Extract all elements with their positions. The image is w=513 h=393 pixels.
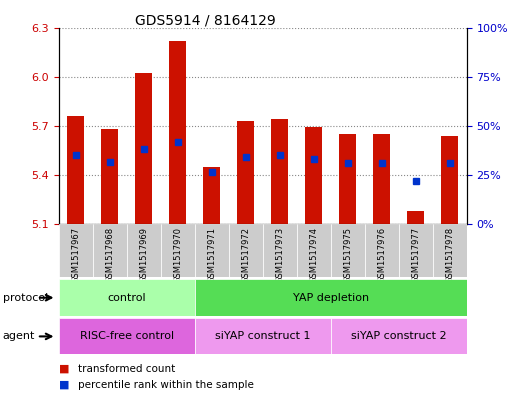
Text: GSM1517974: GSM1517974 [309,227,319,283]
Text: siYAP construct 2: siYAP construct 2 [351,331,447,342]
Bar [195,279,467,316]
Bar [331,224,365,277]
Text: GSM1517977: GSM1517977 [411,227,420,283]
Bar [68,116,85,224]
Bar [271,119,288,224]
Bar [59,318,195,354]
Bar [161,224,195,277]
Bar [340,134,357,224]
Text: RISC-free control: RISC-free control [80,331,174,342]
Bar [59,279,195,316]
Bar [365,224,399,277]
Text: siYAP construct 1: siYAP construct 1 [215,331,311,342]
Bar [195,224,229,277]
Bar [195,318,331,354]
Text: GSM1517973: GSM1517973 [275,227,284,283]
Bar [433,224,467,277]
Bar [399,224,433,277]
Text: GSM1517972: GSM1517972 [242,227,250,283]
Text: GSM1517967: GSM1517967 [71,227,81,283]
Text: transformed count: transformed count [78,364,176,374]
Bar [238,121,254,224]
Bar [93,224,127,277]
Bar [127,224,161,277]
Bar [102,129,119,224]
Text: agent: agent [3,331,35,342]
Text: protocol: protocol [3,293,48,303]
Text: GDS5914 / 8164129: GDS5914 / 8164129 [135,14,275,28]
Text: control: control [108,293,146,303]
Bar [59,224,93,277]
Text: percentile rank within the sample: percentile rank within the sample [78,380,254,390]
Text: GSM1517971: GSM1517971 [207,227,216,283]
Text: ■: ■ [59,364,69,374]
Text: GSM1517978: GSM1517978 [445,227,455,283]
Bar [407,211,424,224]
Text: GSM1517968: GSM1517968 [106,227,114,283]
Text: GSM1517975: GSM1517975 [343,227,352,283]
Bar [297,224,331,277]
Text: GSM1517976: GSM1517976 [378,227,386,283]
Text: GSM1517970: GSM1517970 [173,227,183,283]
Bar [169,40,186,224]
Text: YAP depletion: YAP depletion [293,293,369,303]
Text: ■: ■ [59,380,69,390]
Bar [135,73,152,224]
Bar [204,167,221,224]
Bar [229,224,263,277]
Bar [441,136,458,224]
Bar [373,134,390,224]
Bar [305,127,322,224]
Text: GSM1517969: GSM1517969 [140,227,148,283]
Bar [331,318,467,354]
Bar [263,224,297,277]
